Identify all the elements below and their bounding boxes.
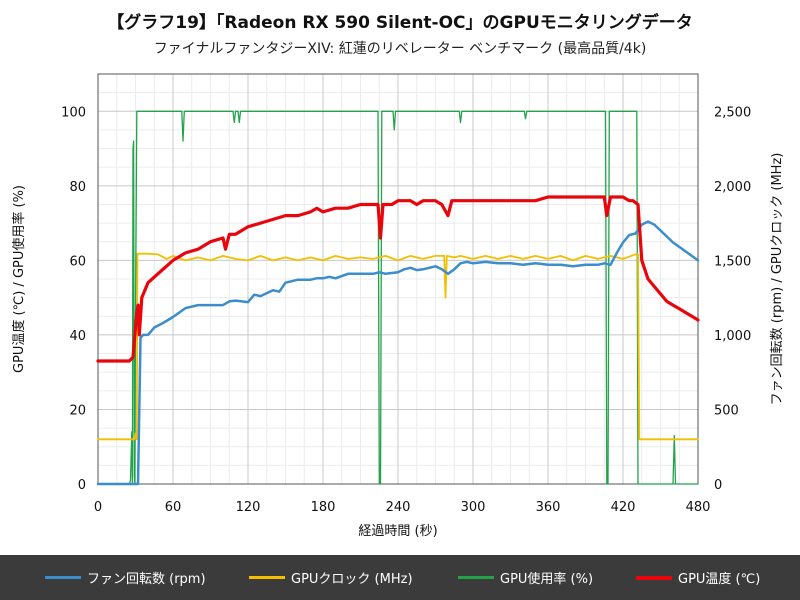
right-tick-label: 1,500 xyxy=(714,254,751,269)
x-tick-label: 360 xyxy=(536,500,561,515)
left-tick-label: 80 xyxy=(69,180,86,195)
right-tick-label: 2,000 xyxy=(714,180,751,195)
gpu-usage-line xyxy=(97,110,699,485)
left-tick-label: 100 xyxy=(61,105,86,120)
x-tick-label: 120 xyxy=(236,500,261,515)
legend-swatch-fan xyxy=(45,576,81,579)
right-tick-label: 2,500 xyxy=(714,105,751,120)
chart-subtitle: ファイナルファンタジーXIV: 紅蓮のリベレーター ベンチマーク (最高品質/4… xyxy=(153,41,647,57)
gpu-temp-line xyxy=(96,195,700,363)
left-axis-ticks: 0 20 40 60 80 100 xyxy=(61,105,86,493)
legend-label-fan: ファン回転数 (rpm) xyxy=(87,572,206,587)
legend-swatch-usage xyxy=(458,576,494,579)
x-tick-label: 420 xyxy=(611,500,636,515)
chart-title: 【グラフ19】「Radeon RX 590 Silent-OC」のGPUモニタリ… xyxy=(107,13,693,33)
legend-label-temp: GPU温度 (℃) xyxy=(678,572,761,587)
legend-item-usage: GPU使用率 (%) xyxy=(458,555,593,600)
series-layer xyxy=(96,110,700,486)
legend-swatch-temp xyxy=(636,575,672,580)
right-tick-label: 0 xyxy=(714,478,722,493)
right-axis-label: ファン回転数 (rpm) / GPUクロック (MHz) xyxy=(770,153,785,406)
left-tick-label: 60 xyxy=(69,254,86,269)
x-tick-label: 180 xyxy=(311,500,336,515)
plot-frame xyxy=(97,73,699,485)
chart-area: 0 20 40 60 80 100 0 500 1,000 1,500 2,000 2,500 0 6… xyxy=(11,73,785,539)
legend-item-clock: GPUクロック (MHz) xyxy=(249,555,413,600)
x-tick-label: 240 xyxy=(386,500,411,515)
legend-label-clock: GPUクロック (MHz) xyxy=(291,572,413,587)
left-tick-label: 40 xyxy=(69,329,86,344)
right-tick-label: 1,000 xyxy=(714,329,751,344)
legend: ファン回転数 (rpm) GPUクロック (MHz) GPU使用率 (%) GP… xyxy=(0,555,800,600)
left-tick-label: 20 xyxy=(69,403,86,418)
fan-speed-line xyxy=(96,220,700,486)
legend-item-fan: ファン回転数 (rpm) xyxy=(45,555,206,600)
legend-label-usage: GPU使用率 (%) xyxy=(500,572,594,587)
x-axis-ticks: 0 60 120 180 240 300 360 420 480 xyxy=(94,500,711,515)
left-axis-label: GPU温度 (℃) / GPU使用率 (%) xyxy=(11,185,27,373)
x-tick-label: 480 xyxy=(686,500,711,515)
x-tick-label: 0 xyxy=(94,500,102,515)
legend-item-temp: GPU温度 (℃) xyxy=(636,555,760,600)
right-tick-label: 500 xyxy=(714,403,739,418)
right-axis-ticks: 0 500 1,000 1,500 2,000 2,500 xyxy=(714,105,751,493)
legend-swatch-clock xyxy=(249,576,285,579)
x-tick-label: 300 xyxy=(461,500,486,515)
x-axis-label: 経過時間 (秒) xyxy=(358,524,437,539)
left-tick-label: 0 xyxy=(78,478,86,493)
x-tick-label: 60 xyxy=(165,500,182,515)
